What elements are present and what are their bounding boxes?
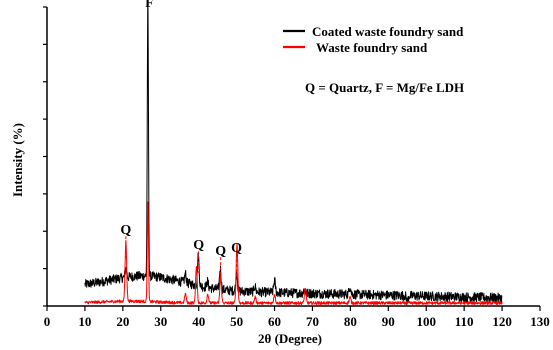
x-tick-label: 110 (455, 314, 474, 329)
x-axis-label: 2θ (Degree) (258, 331, 322, 346)
legend-label-coated: Coated waste foundry sand (312, 24, 464, 39)
annotation-q: Q (120, 223, 131, 238)
x-tick-label: 40 (192, 314, 205, 329)
annotation-q: Q (193, 238, 204, 253)
x-tick-label: 0 (44, 314, 51, 329)
y-axis-label: Intensity (%) (10, 123, 25, 197)
legend-item-waste: Waste foundry sand (283, 40, 428, 55)
legend-label-waste: Waste foundry sand (316, 40, 428, 55)
x-tick-label: 80 (344, 314, 357, 329)
x-tick-label: 70 (306, 314, 319, 329)
x-tick-label: 20 (116, 314, 129, 329)
x-tick-label: 100 (416, 314, 436, 329)
x-ticks: 0 10 20 30 40 50 60 70 80 90 100 110 120 130 (44, 306, 550, 329)
x-tick-label: 130 (530, 314, 550, 329)
y-ticks (43, 6, 47, 307)
legend: Coated waste foundry sand Waste foundry … (283, 24, 464, 95)
x-tick-label: 60 (268, 314, 281, 329)
x-tick-label: 30 (154, 314, 167, 329)
legend-note: Q = Quartz, F = Mg/Fe LDH (305, 80, 464, 95)
legend-item-coated: Coated waste foundry sand (283, 24, 464, 39)
series-line-coated (84, 5, 503, 306)
axes (46, 7, 540, 307)
series-line-waste (84, 201, 503, 305)
plot-lines (84, 5, 503, 306)
annotation-f: F (145, 0, 154, 11)
x-tick-label: 120 (492, 314, 512, 329)
x-tick-label: 50 (230, 314, 243, 329)
annotation-q: Q (215, 244, 226, 259)
annotations: FQQ Q Q (120, 0, 242, 280)
x-tick-label: 90 (382, 314, 395, 329)
annotation-q: Q (231, 241, 242, 256)
x-tick-label: 10 (78, 314, 91, 329)
